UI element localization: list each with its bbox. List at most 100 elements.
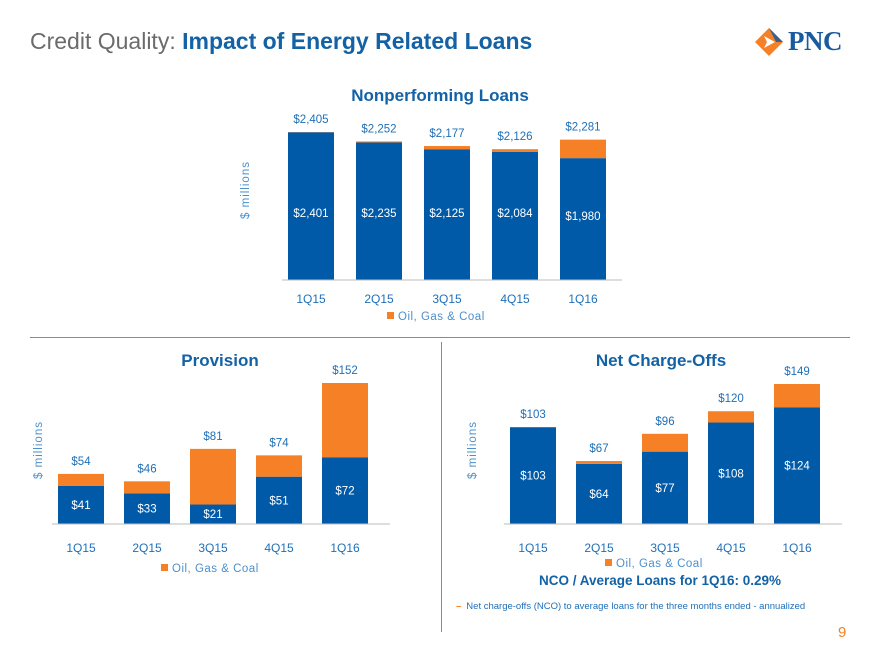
- npl-bar-base-4Q15: [492, 151, 538, 280]
- nco-bar-base-4Q15: [708, 422, 754, 524]
- npl-x-tick-1Q15: 1Q15: [296, 292, 326, 306]
- prov-bar-energy-3Q15: [190, 448, 236, 505]
- prov-base-label-1Q15: $41: [71, 500, 90, 512]
- prov-total-label-2Q15: $46: [137, 463, 156, 475]
- page-title-prefix: Credit Quality:: [30, 28, 176, 54]
- nco-legend-swatch: [605, 559, 612, 566]
- pnc-logo-icon: [755, 27, 783, 56]
- npl-bar-base-1Q16: [560, 158, 606, 280]
- prov-bar-energy-4Q15: [256, 455, 302, 477]
- prov-total-label-4Q15: $74: [269, 437, 289, 449]
- prov-x-tick-2Q15: 2Q15: [132, 541, 162, 555]
- npl-x-tick-2Q15: 2Q15: [364, 292, 394, 306]
- prov-base-label-1Q16: $72: [335, 486, 354, 498]
- npl-bar-energy-4Q15: [492, 149, 538, 152]
- nco-bar-energy-4Q15: [708, 411, 754, 423]
- nco-x-tick-2Q15: 2Q15: [584, 541, 614, 555]
- footnote-dash: –: [456, 601, 462, 612]
- npl-total-label-1Q16: $2,281: [565, 122, 600, 134]
- prov-x-tick-4Q15: 4Q15: [264, 541, 294, 555]
- npl-x-tick-1Q16: 1Q16: [568, 292, 598, 306]
- nco-base-label-2Q15: $64: [589, 489, 609, 501]
- prov-x-tick-1Q15: 1Q15: [66, 541, 96, 555]
- npl-x-tick-4Q15: 4Q15: [500, 292, 530, 306]
- npl-y-axis-label: $ millions: [240, 161, 252, 219]
- prov-base-label-4Q15: $51: [269, 495, 288, 507]
- prov-total-label-1Q15: $54: [71, 456, 91, 468]
- nco-total-label-3Q15: $96: [655, 416, 674, 428]
- nco-total-label-4Q15: $120: [718, 393, 744, 405]
- nco-title: Net Charge-Offs: [596, 351, 726, 370]
- nco-bar-base-1Q15: [510, 427, 556, 524]
- page-title-main: Impact of Energy Related Loans: [182, 28, 533, 54]
- prov-x-tick-1Q16: 1Q16: [330, 541, 360, 555]
- prov-legend-swatch: [161, 564, 168, 571]
- npl-bar-energy-3Q15: [424, 146, 470, 150]
- prov-bar-base-3Q15: [190, 504, 236, 524]
- nonperforming-loans-chart: Nonperforming Loans $ millions $2,401 $2,40…: [240, 86, 622, 323]
- nco-x-tick-3Q15: 3Q15: [650, 541, 680, 555]
- npl-total-label-1Q15: $2,405: [293, 114, 328, 126]
- nco-bar-base-3Q15: [642, 451, 688, 524]
- page-number: 9: [838, 624, 847, 641]
- footnote-text: Net charge-offs (NCO) to average loans f…: [466, 601, 806, 612]
- npl-bar-base-2Q15: [356, 142, 402, 280]
- prov-bar-base-2Q15: [124, 493, 170, 524]
- prov-total-label-3Q15: $81: [203, 431, 222, 443]
- nco-ratio-text: NCO / Average Loans for 1Q16: 0.29%: [538, 573, 782, 588]
- nco-total-label-1Q15: $103: [520, 409, 546, 421]
- prov-legend-label: Oil, Gas & Coal: [172, 563, 259, 575]
- npl-base-label-3Q15: $2,125: [429, 208, 464, 220]
- pnc-logo-text: PNC: [788, 26, 843, 56]
- nco-base-label-3Q15: $77: [655, 483, 674, 495]
- npl-bar-energy-2Q15: [356, 141, 402, 143]
- npl-total-label-4Q15: $2,126: [497, 131, 532, 143]
- nco-total-label-2Q15: $67: [589, 443, 608, 455]
- prov-total-label-1Q16: $152: [332, 365, 358, 377]
- prov-bar-base-1Q16: [322, 457, 368, 524]
- page-title: Credit Quality: Impact of Energy Related…: [30, 28, 532, 55]
- prov-bar-energy-1Q15: [58, 473, 104, 486]
- nco-x-tick-4Q15: 4Q15: [716, 541, 746, 555]
- prov-bar-base-1Q15: [58, 485, 104, 524]
- prov-y-axis-label: $ millions: [33, 421, 45, 479]
- nco-total-label-1Q16: $149: [784, 366, 810, 378]
- npl-title: Nonperforming Loans: [351, 86, 529, 105]
- nco-base-label-1Q15: $103: [520, 471, 546, 483]
- nco-base-label-1Q16: $124: [784, 461, 810, 473]
- prov-title: Provision: [181, 351, 258, 370]
- nco-bar-energy-2Q15: [576, 461, 622, 464]
- nco-x-tick-1Q16: 1Q16: [782, 541, 812, 555]
- provision-chart: Provision $ millions $41 $54 1Q15 $33 $46 2Q15 $…: [33, 351, 390, 575]
- npl-legend-label: Oil, Gas & Coal: [398, 311, 485, 323]
- prov-x-tick-3Q15: 3Q15: [198, 541, 228, 555]
- npl-bar-energy-1Q16: [560, 139, 606, 159]
- nco-bar-energy-3Q15: [642, 433, 688, 452]
- npl-base-label-4Q15: $2,084: [497, 208, 533, 220]
- npl-bar-base-1Q15: [288, 132, 334, 280]
- nco-bar-base-2Q15: [576, 463, 622, 524]
- nco-bar-energy-1Q16: [774, 384, 820, 408]
- nco-bar-base-1Q16: [774, 407, 820, 524]
- pnc-logo: PNC: [754, 26, 843, 57]
- prov-base-label-2Q15: $33: [137, 504, 156, 516]
- nco-y-axis-label: $ millions: [467, 421, 479, 479]
- prov-bar-base-4Q15: [256, 476, 302, 524]
- footnote: – Net charge-offs (NCO) to average loans …: [456, 601, 805, 612]
- npl-legend-swatch: [387, 312, 394, 319]
- net-charge-offs-chart: Net Charge-Offs $ millions $103 $103 1Q15 $64…: [467, 351, 842, 570]
- vertical-divider: [441, 342, 442, 632]
- npl-bar-base-3Q15: [424, 149, 470, 280]
- prov-bar-energy-1Q16: [322, 383, 368, 458]
- npl-total-label-3Q15: $2,177: [429, 128, 464, 140]
- horizontal-divider: [30, 337, 850, 338]
- nco-legend-label: Oil, Gas & Coal: [616, 558, 703, 570]
- npl-base-label-2Q15: $2,235: [361, 208, 396, 220]
- npl-base-label-1Q16: $1,980: [565, 211, 600, 223]
- nco-base-label-4Q15: $108: [718, 468, 744, 480]
- prov-bar-energy-2Q15: [124, 481, 170, 494]
- npl-base-label-1Q15: $2,401: [293, 208, 328, 220]
- nco-x-tick-1Q15: 1Q15: [518, 541, 548, 555]
- npl-x-tick-3Q15: 3Q15: [432, 292, 462, 306]
- npl-total-label-2Q15: $2,252: [361, 123, 396, 135]
